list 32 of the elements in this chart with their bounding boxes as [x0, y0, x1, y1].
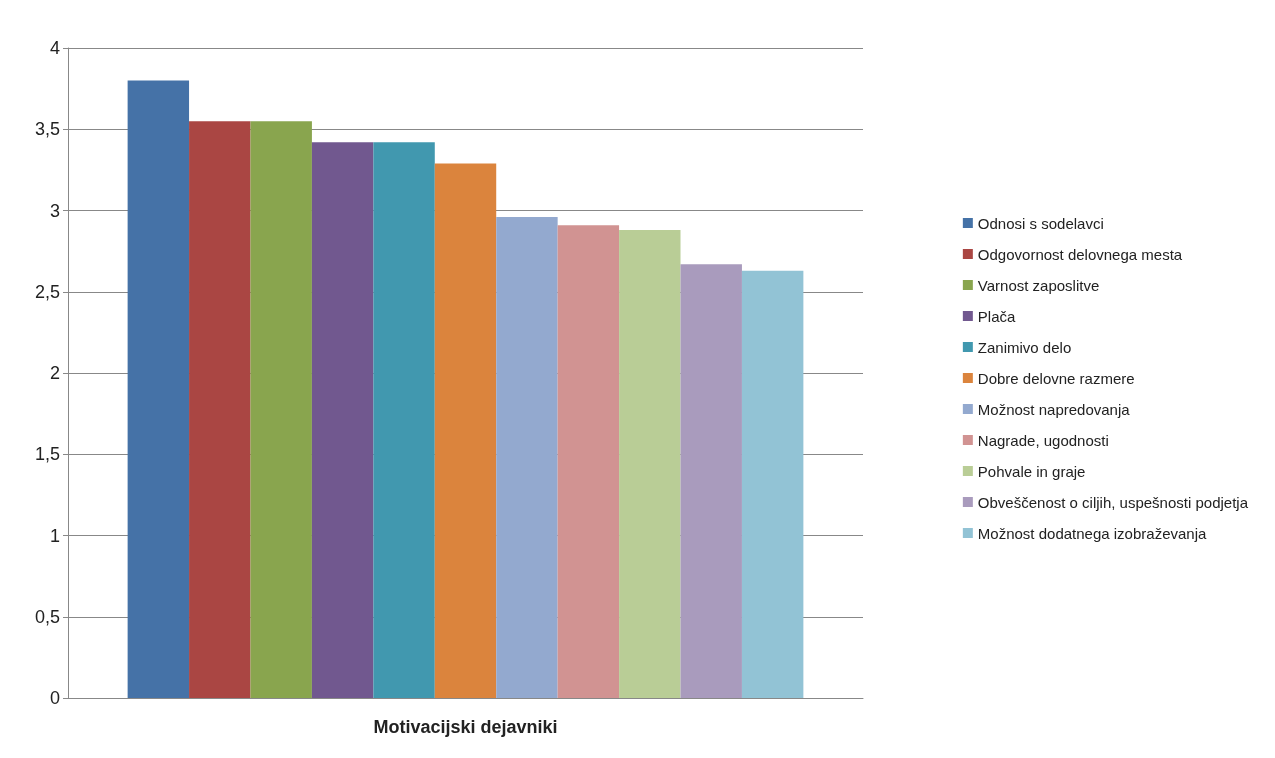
legend-label: Obveščenost o ciljih, uspešnosti podjetja [977, 493, 1249, 511]
bar [311, 142, 374, 698]
y-tick-label: 3 [49, 200, 60, 221]
y-tick-label: 0 [49, 688, 60, 708]
legend-label: Dobre delovne razmere [977, 369, 1135, 387]
legend-label: Odnosi s sodelavci [977, 214, 1104, 232]
bar [741, 270, 804, 698]
bar [189, 121, 251, 698]
bar [496, 217, 558, 698]
y-tick-label: 1 [49, 525, 60, 546]
bar [250, 121, 312, 698]
y-tick-label: 0,5 [34, 606, 60, 627]
legend-label: Zanimivo delo [977, 338, 1072, 356]
legend-label: Možnost dodatnega izobraževanja [977, 524, 1207, 542]
y-tick-label: 2,5 [34, 281, 60, 302]
bar [680, 264, 742, 698]
legend-label: Možnost napredovanja [977, 400, 1131, 418]
x-axis-title: Motivacijski dejavniki [373, 717, 558, 737]
bar [127, 80, 190, 698]
y-tick-label: 1,5 [34, 444, 60, 465]
y-tick-label: 3,5 [34, 119, 60, 140]
legend-label: Nagrade, ugodnosti [977, 431, 1109, 449]
bar [619, 230, 681, 698]
legend-label: Pohvale in graje [977, 462, 1086, 480]
y-tick-label: 2 [49, 363, 60, 383]
legend-label: Odgovornost delovnega mesta [977, 245, 1183, 263]
y-tick-label: 4 [49, 38, 60, 58]
legend-label: Varnost zaposlitve [977, 276, 1100, 294]
bar [557, 225, 620, 698]
bar [373, 142, 435, 698]
bar [434, 163, 497, 698]
legend-label: Plača [977, 307, 1017, 325]
